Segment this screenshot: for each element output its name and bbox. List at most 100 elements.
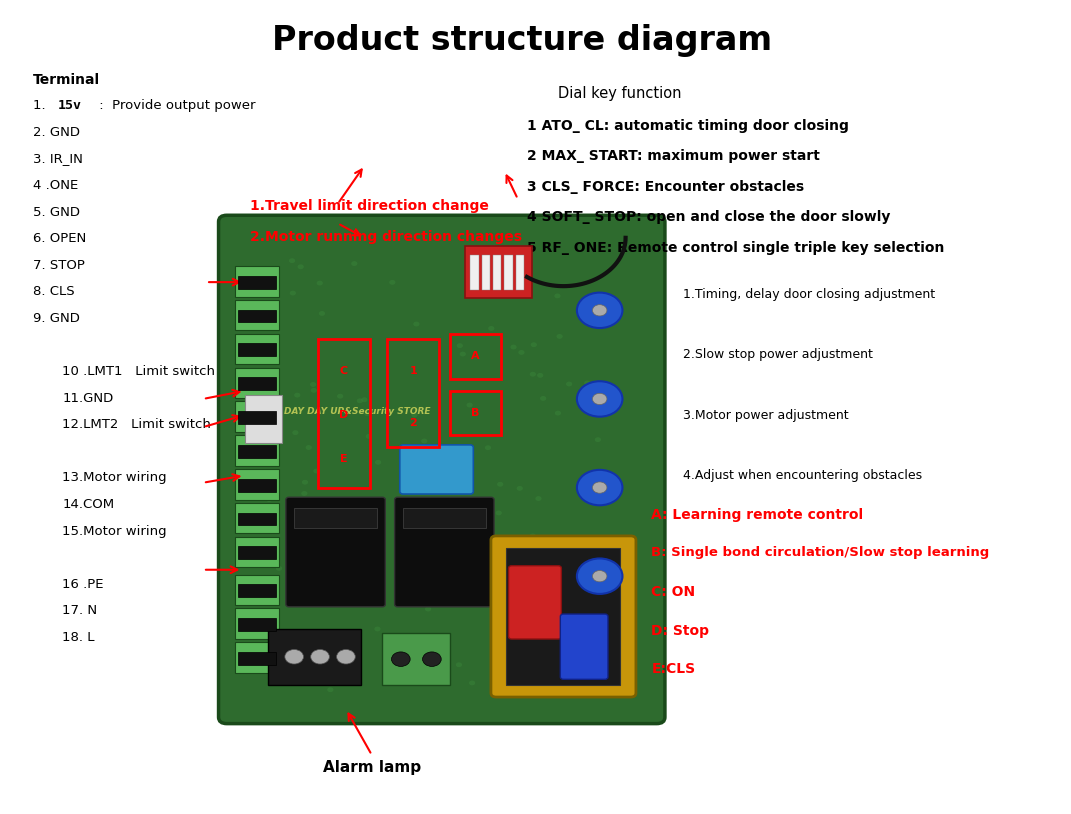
Bar (238, 652, 275, 665)
Circle shape (592, 304, 607, 316)
Circle shape (516, 486, 523, 491)
Circle shape (311, 388, 317, 393)
FancyBboxPatch shape (509, 566, 561, 639)
Circle shape (467, 403, 472, 408)
Circle shape (557, 334, 562, 339)
Circle shape (577, 470, 622, 505)
Bar (403, 508, 486, 527)
Text: 17. N: 17. N (62, 604, 97, 617)
Text: Dial key function: Dial key function (558, 86, 682, 102)
Text: 2.Slow stop power adjustment: 2.Slow stop power adjustment (682, 348, 873, 361)
Bar (493, 255, 501, 290)
Text: 15v: 15v (58, 99, 82, 112)
Text: 3 CLS_ FORCE: Encounter obstacles: 3 CLS_ FORCE: Encounter obstacles (527, 180, 804, 194)
Circle shape (485, 445, 492, 450)
Bar (238, 584, 275, 597)
Bar (388, 339, 439, 447)
Circle shape (317, 281, 322, 286)
Text: 16 .PE: 16 .PE (62, 578, 104, 591)
Circle shape (537, 373, 543, 378)
Circle shape (488, 326, 495, 330)
Circle shape (392, 652, 410, 667)
Text: 1.: 1. (33, 99, 55, 112)
Bar (238, 377, 275, 390)
Circle shape (411, 413, 418, 418)
Bar (236, 401, 278, 432)
Text: 5. GND: 5. GND (33, 206, 80, 219)
Circle shape (285, 506, 291, 511)
Text: Product structure diagram: Product structure diagram (272, 24, 772, 57)
Text: A: A (471, 352, 480, 361)
Text: 3.Motor power adjustment: 3.Motor power adjustment (682, 409, 848, 422)
Text: DAY DAY UP&Security STORE: DAY DAY UP&Security STORE (284, 406, 431, 415)
Circle shape (416, 590, 422, 595)
Bar (504, 255, 513, 290)
Circle shape (285, 650, 303, 664)
Text: E:CLS: E:CLS (651, 663, 695, 676)
Text: Alarm lamp: Alarm lamp (322, 760, 421, 775)
Circle shape (413, 681, 420, 686)
Circle shape (511, 344, 516, 349)
Circle shape (357, 398, 363, 403)
Text: 1.Travel limit direction change: 1.Travel limit direction change (250, 199, 488, 213)
Text: 14.COM: 14.COM (62, 498, 115, 511)
Text: D: D (340, 410, 348, 420)
Circle shape (276, 566, 282, 571)
Circle shape (364, 411, 371, 416)
Circle shape (298, 265, 304, 269)
Circle shape (536, 496, 542, 501)
Circle shape (577, 292, 622, 328)
Circle shape (373, 527, 379, 532)
Text: 8. CLS: 8. CLS (33, 286, 75, 299)
Circle shape (301, 491, 307, 496)
Circle shape (602, 477, 608, 482)
Circle shape (310, 382, 316, 387)
Circle shape (577, 381, 622, 417)
Circle shape (263, 650, 269, 655)
Text: 4 .ONE: 4 .ONE (33, 179, 78, 192)
Circle shape (337, 394, 344, 399)
Text: 1.Timing, delay door closing adjustment: 1.Timing, delay door closing adjustment (682, 288, 935, 300)
FancyBboxPatch shape (286, 497, 386, 606)
Bar (382, 632, 450, 685)
Text: 10 .LMT1   Limit switch: 10 .LMT1 Limit switch (62, 365, 215, 379)
Bar (268, 628, 362, 685)
Text: E: E (341, 454, 348, 464)
Bar (238, 276, 275, 289)
Circle shape (496, 510, 502, 515)
Circle shape (567, 382, 572, 387)
Circle shape (386, 652, 392, 657)
Text: 18. L: 18. L (62, 631, 94, 644)
Text: :  Provide output power: : Provide output power (95, 99, 256, 112)
Circle shape (333, 510, 338, 514)
Text: 2. GND: 2. GND (33, 126, 80, 139)
Text: 6. OPEN: 6. OPEN (33, 232, 87, 245)
Text: 2 MAX_ START: maximum power start: 2 MAX_ START: maximum power start (527, 149, 820, 163)
Circle shape (432, 473, 437, 478)
Circle shape (266, 497, 272, 502)
Circle shape (466, 537, 471, 542)
Circle shape (540, 396, 546, 400)
Circle shape (292, 431, 299, 435)
Circle shape (502, 628, 509, 633)
Bar (236, 536, 278, 567)
FancyBboxPatch shape (560, 614, 608, 680)
Text: 2.Motor running direction changes: 2.Motor running direction changes (250, 230, 522, 243)
Bar (236, 334, 278, 365)
Circle shape (351, 261, 358, 266)
Bar (236, 503, 278, 533)
Text: 12.LMT2   Limit switch: 12.LMT2 Limit switch (62, 418, 211, 431)
Circle shape (421, 439, 427, 444)
Circle shape (413, 322, 420, 326)
Text: 13.Motor wiring: 13.Motor wiring (62, 471, 167, 484)
Text: A: Learning remote control: A: Learning remote control (651, 508, 863, 522)
Bar (450, 335, 501, 379)
Circle shape (289, 258, 296, 263)
Circle shape (564, 587, 571, 592)
Circle shape (525, 262, 531, 267)
Circle shape (555, 411, 561, 415)
Text: 7. STOP: 7. STOP (33, 259, 85, 272)
Text: C: ON: C: ON (651, 585, 695, 599)
Circle shape (531, 342, 537, 347)
Circle shape (336, 650, 356, 664)
